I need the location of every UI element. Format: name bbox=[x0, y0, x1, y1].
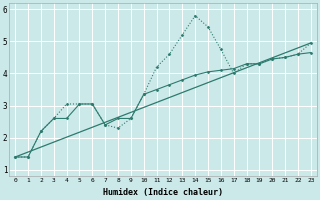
X-axis label: Humidex (Indice chaleur): Humidex (Indice chaleur) bbox=[103, 188, 223, 197]
